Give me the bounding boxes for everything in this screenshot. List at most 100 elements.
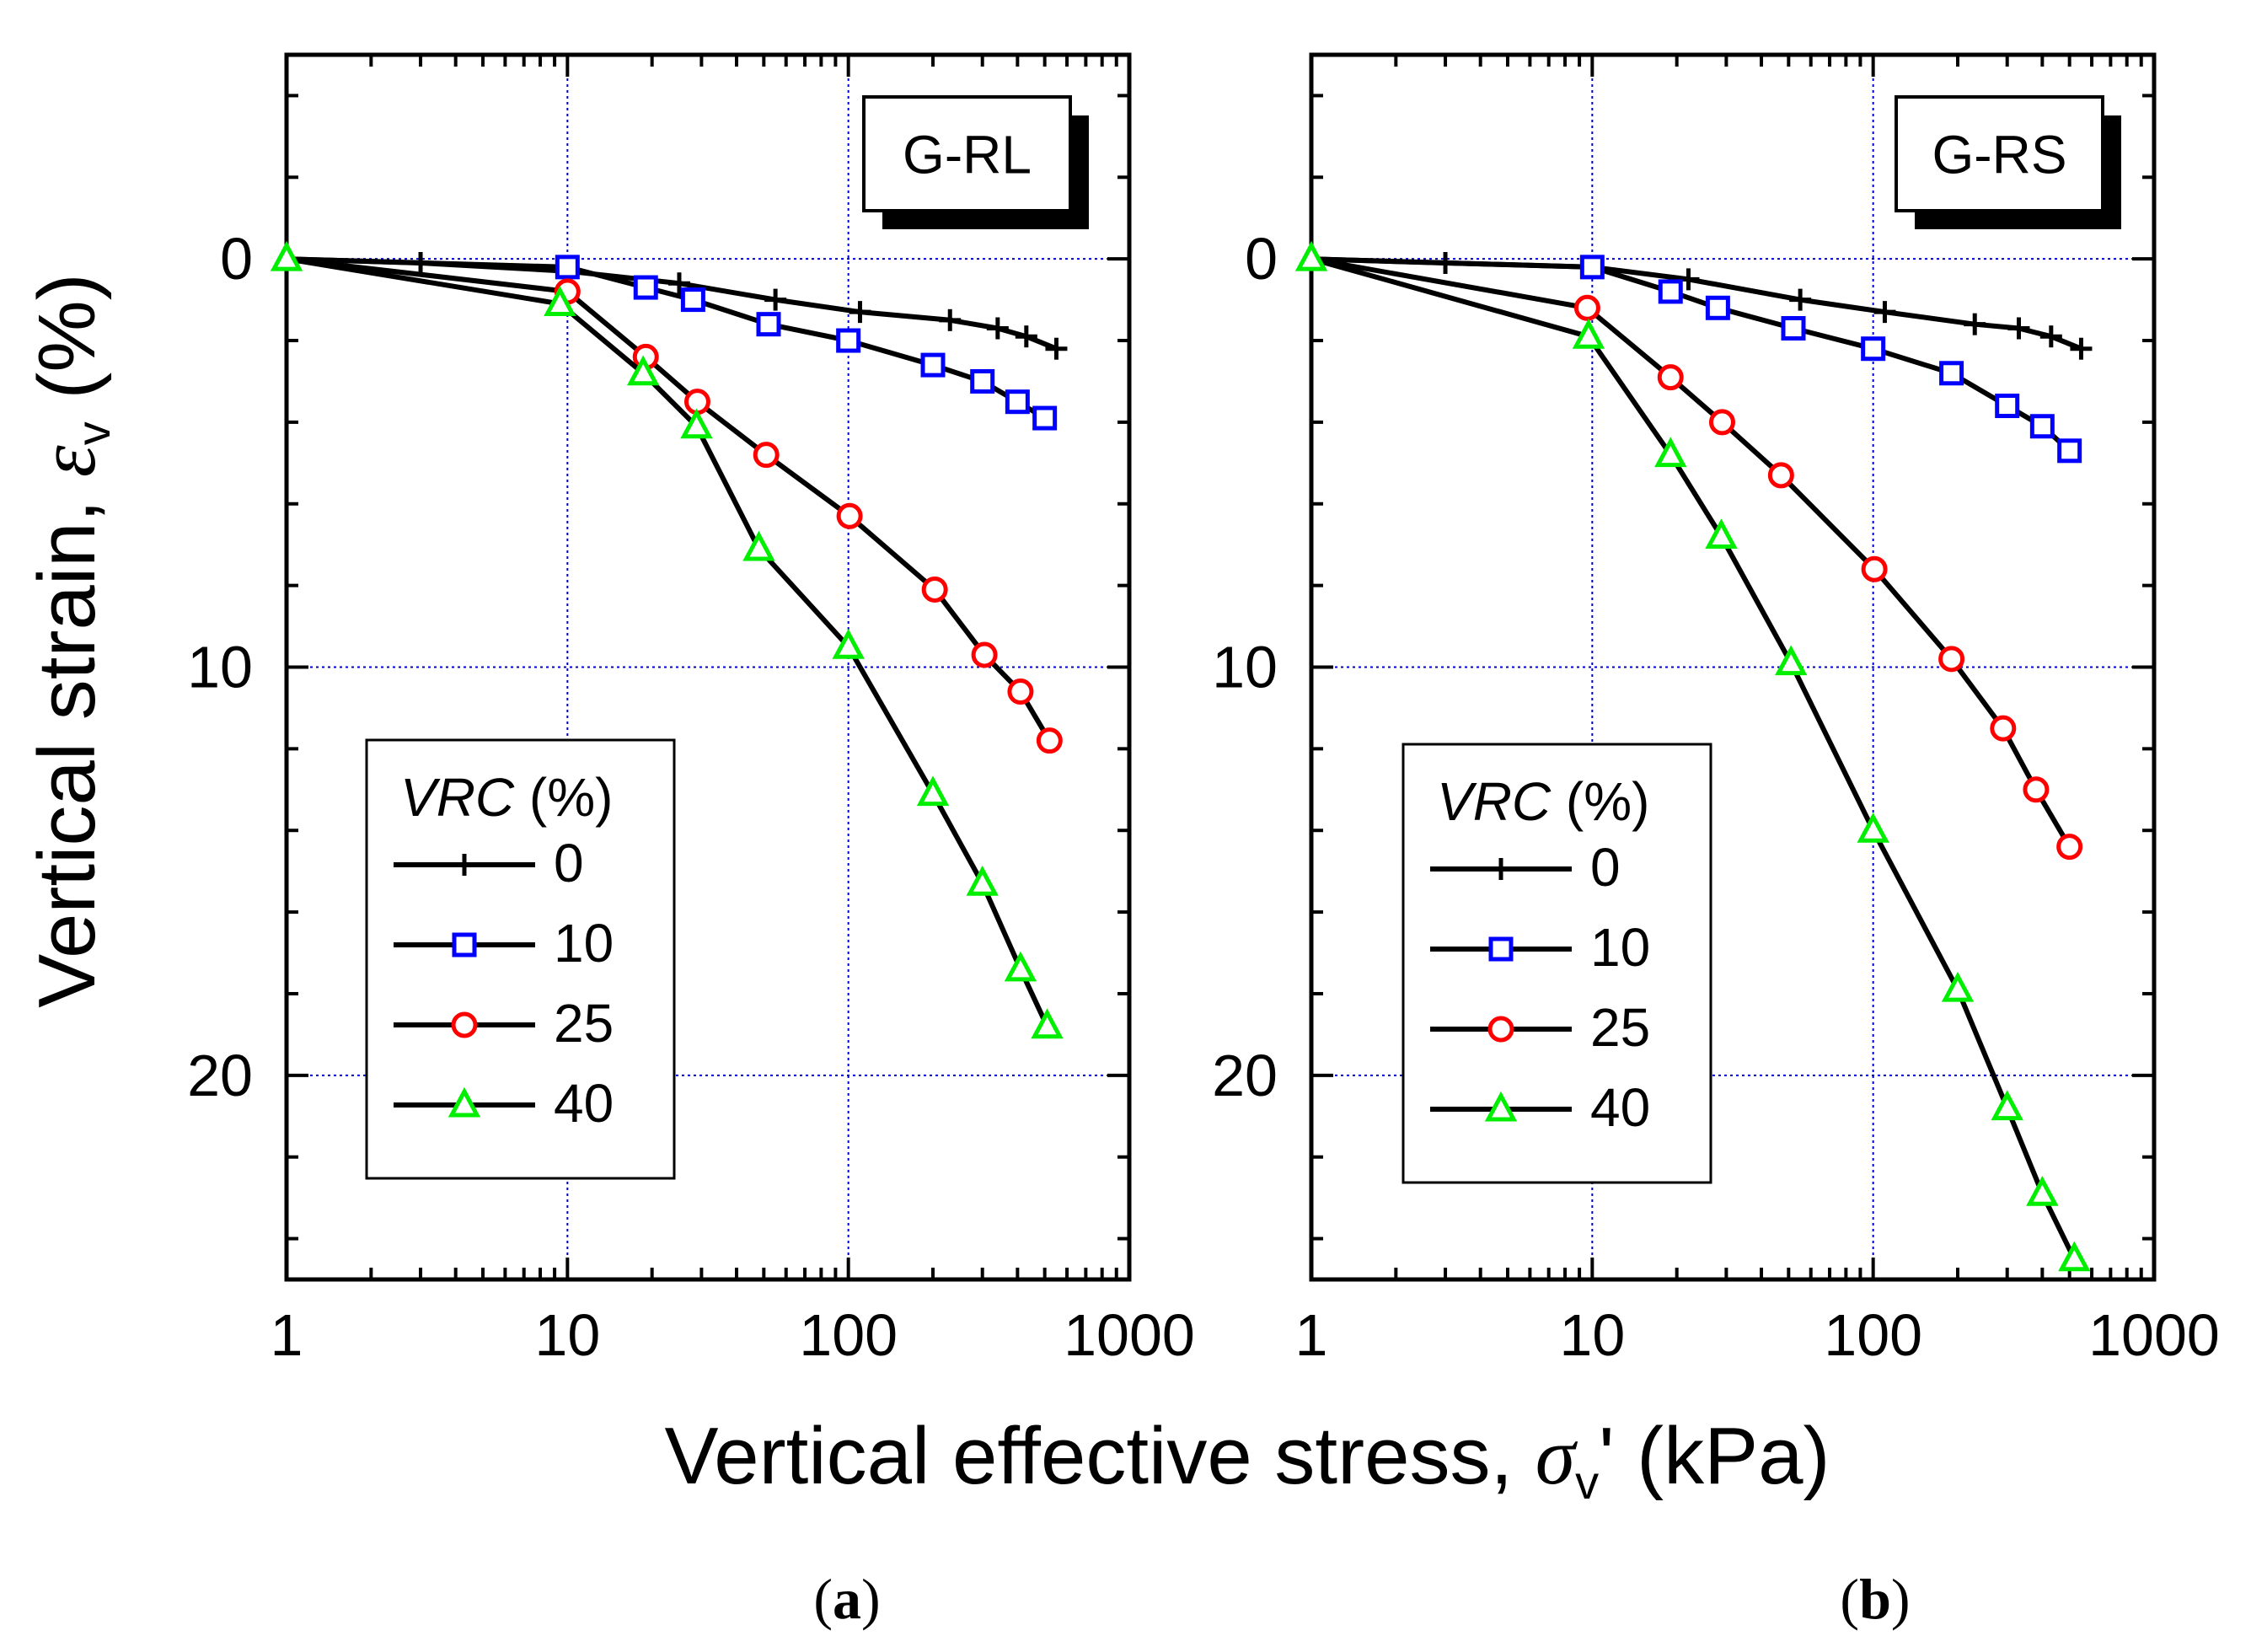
legend-label: 40 (554, 1073, 614, 1134)
x-tick-label: 100 (1824, 1302, 1922, 1368)
data-point (2026, 1175, 2059, 1206)
legend-marker (451, 1011, 478, 1038)
legend-label: 10 (1590, 917, 1650, 978)
series-line (286, 256, 1047, 421)
data-point (1938, 646, 1965, 673)
panel-g-rl-legend: VRC (%)0 10 25 40 (365, 738, 676, 1180)
data-point (836, 328, 861, 353)
data-point (1032, 405, 1058, 431)
data-point (1939, 361, 1964, 386)
caption-letter: a (833, 1567, 861, 1631)
data-point (633, 275, 658, 300)
legend-title-unit: (%) (1551, 771, 1649, 832)
data-point (1004, 951, 1037, 982)
data-point (921, 576, 948, 603)
data-point (1995, 394, 2020, 419)
legend-marker (1484, 1091, 1518, 1122)
caption-letter: b (1859, 1567, 1891, 1631)
panel-g-rl-plot-frame (284, 52, 1132, 1282)
data-point (756, 312, 781, 337)
panel-g-rs-legend: VRC (%)0 10 25 40 (1402, 743, 1712, 1184)
series-line (1310, 256, 2071, 453)
panel-g-rl-series-vrc-25 (286, 256, 1063, 754)
panel-g-rs-series-vrc-10 (1310, 255, 2082, 464)
x-tick-label: 1000 (1064, 1302, 1195, 1368)
data-point (1775, 645, 1808, 676)
y-tick-label: 0 (1245, 226, 1278, 292)
series-line (286, 256, 1050, 1027)
data-point (555, 255, 580, 280)
legend-entry-vrc-40: 40 (394, 1073, 614, 1134)
data-point (970, 368, 995, 394)
tag-frame (1895, 95, 2104, 212)
legend-label: 25 (554, 993, 614, 1054)
data-point (1705, 295, 1730, 320)
data-point (1654, 437, 1687, 468)
tag-frame (862, 95, 1072, 212)
legend-entry-vrc-0: 0 (394, 833, 584, 893)
series-line (1310, 256, 2082, 351)
data-point (1572, 318, 1605, 349)
data-point (971, 641, 998, 668)
legend-marker (452, 932, 477, 957)
caption-open: ( (813, 1567, 833, 1631)
panel-g-rs-caption: (b) (1840, 1567, 1910, 1631)
data-point (680, 408, 713, 439)
panel-g-rs-plot-frame (1309, 52, 2157, 1282)
panel-g-rs-tag-box: G-RS (1895, 95, 2121, 229)
legend-entry-vrc-10: 10 (1430, 917, 1650, 978)
data-point (1767, 462, 1794, 489)
legend-entry-vrc-10: 10 (394, 913, 614, 974)
data-point (1857, 812, 1889, 843)
y-tick-label: 20 (187, 1043, 253, 1108)
y-tick-label: 10 (187, 635, 253, 700)
data-point (1705, 518, 1738, 550)
legend-title-italic: VRC (1437, 771, 1552, 832)
caption-close: ) (1891, 1567, 1911, 1631)
legend-title: VRC (%) (1437, 771, 1649, 832)
data-point (753, 442, 780, 469)
x-tick-label: 100 (799, 1302, 898, 1368)
data-point (1657, 364, 1684, 391)
data-point (832, 628, 865, 659)
data-point (2056, 834, 2083, 861)
panel-g-rl-series-vrc-10 (286, 255, 1058, 431)
legend-title: VRC (%) (400, 767, 613, 828)
data-point (836, 502, 863, 529)
series-line (1310, 256, 2077, 1261)
data-point (1579, 255, 1605, 280)
x-tick-label: 10 (1559, 1302, 1625, 1368)
legend-marker (1487, 1016, 1514, 1043)
series-line (1310, 256, 2072, 849)
data-point (920, 352, 946, 378)
data-point (626, 355, 660, 386)
data-point (1007, 678, 1034, 705)
panel-g-rs-grid (1311, 55, 2154, 1279)
legend-label: 25 (1590, 997, 1650, 1058)
panel-g-rs-series-vrc-0 (1310, 252, 2093, 360)
legend-label: 10 (554, 913, 614, 974)
data-point (742, 530, 775, 561)
panel-g-rl-tag-box: G-RL (862, 95, 1089, 229)
legend-marker (448, 1086, 481, 1118)
y-tick-label: 10 (1212, 635, 1278, 700)
data-point (966, 865, 999, 896)
data-point (1036, 727, 1063, 754)
x-tick-label: 1000 (2088, 1302, 2220, 1368)
panel-g-rl-series-vrc-0 (286, 252, 1068, 360)
x-tick-label: 1 (1295, 1302, 1328, 1368)
data-point (680, 287, 705, 313)
series-line (286, 256, 1052, 743)
y-tick-label: 0 (220, 226, 253, 292)
legend-entry-vrc-40: 40 (1430, 1077, 1650, 1138)
data-point (1861, 555, 1888, 582)
data-point (1573, 294, 1600, 321)
data-point (2058, 1241, 2091, 1272)
panel-g-rl-series-vrc-40 (270, 240, 1064, 1039)
x-tick-label: 10 (534, 1302, 600, 1368)
data-point (1941, 971, 1975, 1002)
